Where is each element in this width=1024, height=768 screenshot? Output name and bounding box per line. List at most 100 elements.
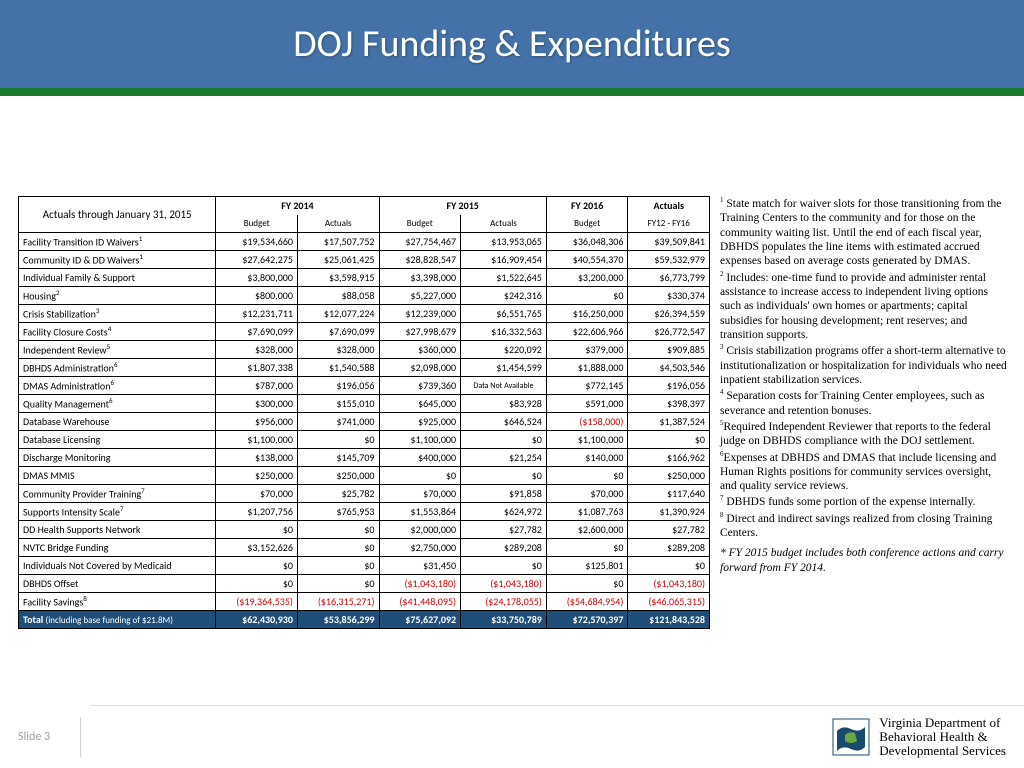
table-row: Discharge Monitoring$138,000$145,709$400… [19, 449, 710, 467]
col-fy2016: FY 2016 [546, 197, 628, 215]
cell: $1,100,000 [546, 431, 628, 449]
cell: $1,207,756 [216, 503, 298, 521]
cell: $1,522,645 [461, 269, 547, 287]
cell: $0 [546, 287, 628, 305]
footnote: 4 Separation costs for Training Center e… [720, 388, 1010, 418]
cell: $19,534,660 [216, 233, 298, 251]
cell: $16,332,563 [461, 323, 547, 341]
table-caption: Actuals through January 31, 2015 [19, 197, 216, 233]
footnote: 8 Direct and indirect savings realized f… [720, 511, 1010, 541]
cell: $765,953 [297, 503, 379, 521]
cell: $398,397 [628, 395, 710, 413]
cell: $31,450 [379, 557, 461, 575]
cell: $91,858 [461, 485, 547, 503]
cell: $40,554,370 [546, 251, 628, 269]
total-cell: $62,430,930 [216, 611, 298, 629]
row-label: Database Licensing [19, 431, 216, 449]
cell: $0 [216, 521, 298, 539]
table-row: Facility Savings8($19,364,535)($16,315,2… [19, 593, 710, 611]
cell: $28,828,547 [379, 251, 461, 269]
cell: $0 [461, 557, 547, 575]
table-row: Independent Review5$328,000$328,000$360,… [19, 341, 710, 359]
cell: $1,540,588 [297, 359, 379, 377]
row-label: Supports Intensity Scale7 [19, 503, 216, 521]
cell: Data Not Available [461, 377, 547, 395]
cell: ($24,178,055) [461, 593, 547, 611]
cell: $624,972 [461, 503, 547, 521]
row-label: DMAS MMIS [19, 467, 216, 485]
cell: $0 [461, 431, 547, 449]
sub-budget-14: Budget [216, 215, 298, 233]
footnote-italic: * FY 2015 budget includes both conferenc… [720, 546, 1010, 575]
cell: $0 [297, 557, 379, 575]
cell: $1,390,924 [628, 503, 710, 521]
cell: $88,058 [297, 287, 379, 305]
table-header: Actuals through January 31, 2015 FY 2014… [19, 197, 710, 233]
slide-footer: Slide 3 Virginia Department ofBehavioral… [0, 706, 1024, 768]
table-row: DBHDS Offset$0$0($1,043,180)($1,043,180)… [19, 575, 710, 593]
cell: $7,690,099 [297, 323, 379, 341]
cell: $360,000 [379, 341, 461, 359]
cell: $1,087,763 [546, 503, 628, 521]
cell: $2,600,000 [546, 521, 628, 539]
total-cell: $72,570,397 [546, 611, 628, 629]
row-label: Individual Family & Support [19, 269, 216, 287]
cell: $27,642,275 [216, 251, 298, 269]
footnote: 2 Includes: one-time fund to provide and… [720, 270, 1010, 343]
cell: $0 [297, 539, 379, 557]
cell: $83,928 [461, 395, 547, 413]
cell: ($16,315,271) [297, 593, 379, 611]
cell: $2,750,000 [379, 539, 461, 557]
table-row: Quality Management6$300,000$155,010$645,… [19, 395, 710, 413]
cell: $0 [628, 431, 710, 449]
agency-logo: Virginia Department ofBehavioral Health … [831, 716, 1006, 759]
table-row: DMAS Administration6$787,000$196,056$739… [19, 377, 710, 395]
table-row: Community ID & DD Waivers1$27,642,275$25… [19, 251, 710, 269]
col-fy2014: FY 2014 [216, 197, 379, 215]
row-label: Crisis Stabilization3 [19, 305, 216, 323]
cell: $27,782 [461, 521, 547, 539]
cell: $12,239,000 [379, 305, 461, 323]
cell: $0 [546, 539, 628, 557]
cell: $4,503,546 [628, 359, 710, 377]
cell: $138,000 [216, 449, 298, 467]
cell: $0 [297, 521, 379, 539]
sub-budget-16: Budget [546, 215, 628, 233]
table-row: Crisis Stabilization3$12,231,711$12,077,… [19, 305, 710, 323]
cell: $0 [379, 467, 461, 485]
cell: $646,524 [461, 413, 547, 431]
cell: $800,000 [216, 287, 298, 305]
row-label: Housing2 [19, 287, 216, 305]
cell: ($41,448,095) [379, 593, 461, 611]
row-label: Facility Closure Costs4 [19, 323, 216, 341]
cell: $0 [297, 575, 379, 593]
slide-header: DOJ Funding & Expenditures [0, 0, 1024, 88]
sub-fy12-16: FY12 - FY16 [628, 215, 710, 233]
slide-title: DOJ Funding & Expenditures [293, 21, 731, 67]
cell: $1,888,000 [546, 359, 628, 377]
cell: $220,092 [461, 341, 547, 359]
cell: $2,000,000 [379, 521, 461, 539]
cell: $250,000 [216, 467, 298, 485]
row-label: Facility Transition ID Waivers1 [19, 233, 216, 251]
logo-text: Virginia Department ofBehavioral Health … [879, 716, 1006, 759]
cell: $27,782 [628, 521, 710, 539]
cell: $27,998,679 [379, 323, 461, 341]
funding-table: Actuals through January 31, 2015 FY 2014… [18, 196, 710, 629]
cell: $0 [546, 467, 628, 485]
cell: ($158,000) [546, 413, 628, 431]
footnote: 6Expenses at DBHDS and DMAS that include… [720, 450, 1010, 494]
cell: $909,885 [628, 341, 710, 359]
row-label: Individuals Not Covered by Medicaid [19, 557, 216, 575]
cell: $16,250,000 [546, 305, 628, 323]
row-label: DD Health Supports Network [19, 521, 216, 539]
table-row: Database Warehouse$956,000$741,000$925,0… [19, 413, 710, 431]
cell: ($19,364,535) [216, 593, 298, 611]
cell: $3,200,000 [546, 269, 628, 287]
cell: $117,640 [628, 485, 710, 503]
cell: $166,962 [628, 449, 710, 467]
cell: $242,316 [461, 287, 547, 305]
footnote: 1 State match for waiver slots for those… [720, 196, 1010, 269]
header-accent-bar [0, 88, 1024, 96]
cell: $591,000 [546, 395, 628, 413]
